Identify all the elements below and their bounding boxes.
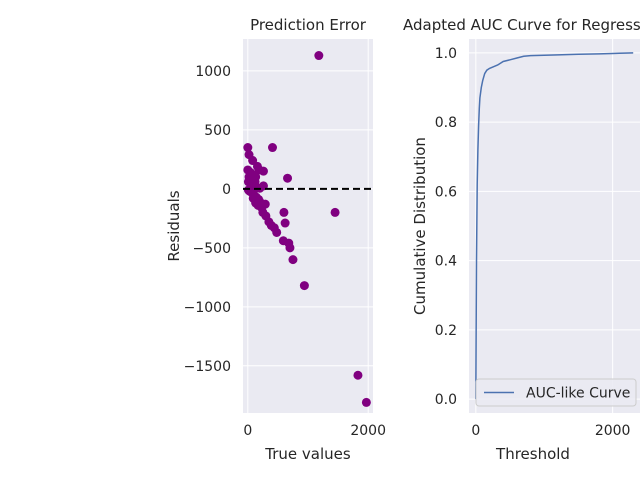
auc-curve-title: Adapted AUC Curve for Regress [403, 16, 640, 34]
scatter-point [280, 218, 290, 228]
y-tick-label: 0.4 [435, 254, 457, 270]
x-tick-label: 2000 [350, 423, 386, 439]
scatter-point [260, 199, 270, 209]
y-tick-label: 500 [204, 123, 231, 139]
x-tick-label: 0 [243, 423, 252, 439]
scatter-point [267, 143, 277, 153]
prediction-error-xlabel: True values [264, 445, 351, 463]
scatter-point [288, 255, 298, 265]
y-tick-label: 0.6 [435, 184, 457, 200]
y-tick-label: 0.8 [435, 115, 457, 131]
legend-box [475, 378, 637, 407]
scatter-point [299, 281, 309, 291]
auc-curve-plot-area [469, 39, 640, 413]
x-tick-label: 2000 [595, 423, 631, 439]
y-tick-label: −1000 [184, 300, 231, 316]
y-tick-label: 0.0 [435, 392, 457, 408]
x-tick-label: 0 [471, 423, 480, 439]
auc-curve-ylabel: Cumulative Distribution [411, 137, 429, 315]
auc-curve-chart: 0 2000 0.0 0.2 0.4 0.6 0.8 1.0 Adapted AUC Curv… [403, 16, 640, 463]
scatter-point [353, 370, 363, 380]
scatter-point [314, 51, 324, 61]
auc-curve-legend: AUC-like Curve [475, 378, 637, 407]
scatter-point [251, 198, 261, 208]
scatter-point [272, 227, 282, 237]
prediction-error-chart: 0 2000 1000 500 0 −500 −1000 −1500 Prediction E… [165, 16, 386, 463]
y-tick-label: −500 [193, 241, 231, 257]
scatter-point [361, 397, 371, 407]
prediction-error-tick-labels: 0 2000 1000 500 0 −500 −1000 −1500 [184, 64, 386, 439]
y-tick-label: 1.0 [435, 46, 457, 62]
auc-curve-lines [475, 52, 634, 400]
y-tick-label: 0 [222, 182, 231, 198]
prediction-error-ylabel: Residuals [165, 190, 183, 261]
series-line [475, 52, 634, 400]
auc-curve-xlabel: Threshold [495, 445, 570, 463]
scatter-point [254, 165, 264, 175]
scatter-point [330, 207, 340, 217]
y-tick-label: 0.2 [435, 323, 457, 339]
prediction-error-points [243, 51, 373, 407]
scatter-point [279, 207, 289, 217]
prediction-error-plot-area [243, 39, 373, 413]
auc-curve-tick-labels: 0 2000 0.0 0.2 0.4 0.6 0.8 1.0 [435, 46, 631, 439]
scatter-point [244, 172, 254, 182]
prediction-error-title: Prediction Error [250, 16, 367, 34]
y-tick-label: −1500 [184, 359, 231, 375]
scatter-point [283, 173, 293, 183]
scatter-point [285, 243, 295, 253]
scatter-point [243, 143, 253, 153]
y-tick-label: 1000 [195, 64, 231, 80]
legend-label: AUC-like Curve [526, 386, 630, 402]
